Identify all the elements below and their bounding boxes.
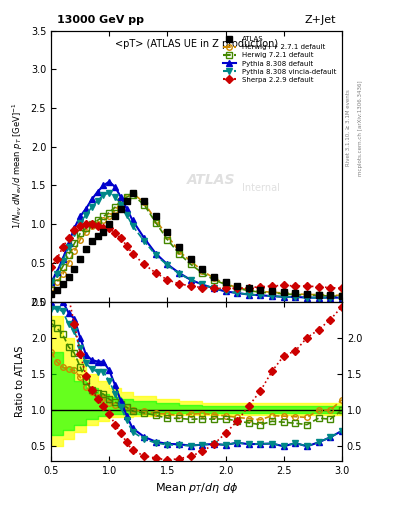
Text: <pT> (ATLAS UE in Z production): <pT> (ATLAS UE in Z production) (115, 39, 278, 49)
Text: Z+Jet: Z+Jet (305, 15, 336, 25)
Text: Rivet 3.1.10, ≥ 3.1M events: Rivet 3.1.10, ≥ 3.1M events (346, 90, 351, 166)
Y-axis label: $1/N_{ev}\ dN_{ev}/d\ \mathrm{mean}\ p_T\ [\mathrm{GeV}]^{-1}$: $1/N_{ev}\ dN_{ev}/d\ \mathrm{mean}\ p_T… (11, 103, 25, 229)
Legend: ATLAS, Herwig++ 2.7.1 default, Herwig 7.2.1 default, Pythia 8.308 default, Pythi: ATLAS, Herwig++ 2.7.1 default, Herwig 7.… (220, 34, 338, 85)
Text: Internal: Internal (242, 183, 279, 193)
Text: ATLAS: ATLAS (187, 173, 235, 187)
Text: mcplots.cern.ch [arXiv:1306.3436]: mcplots.cern.ch [arXiv:1306.3436] (358, 80, 363, 176)
X-axis label: Mean $p_T/d\eta\ d\phi$: Mean $p_T/d\eta\ d\phi$ (155, 481, 238, 495)
Text: 13000 GeV pp: 13000 GeV pp (57, 15, 144, 25)
Y-axis label: Ratio to ATLAS: Ratio to ATLAS (15, 346, 25, 417)
